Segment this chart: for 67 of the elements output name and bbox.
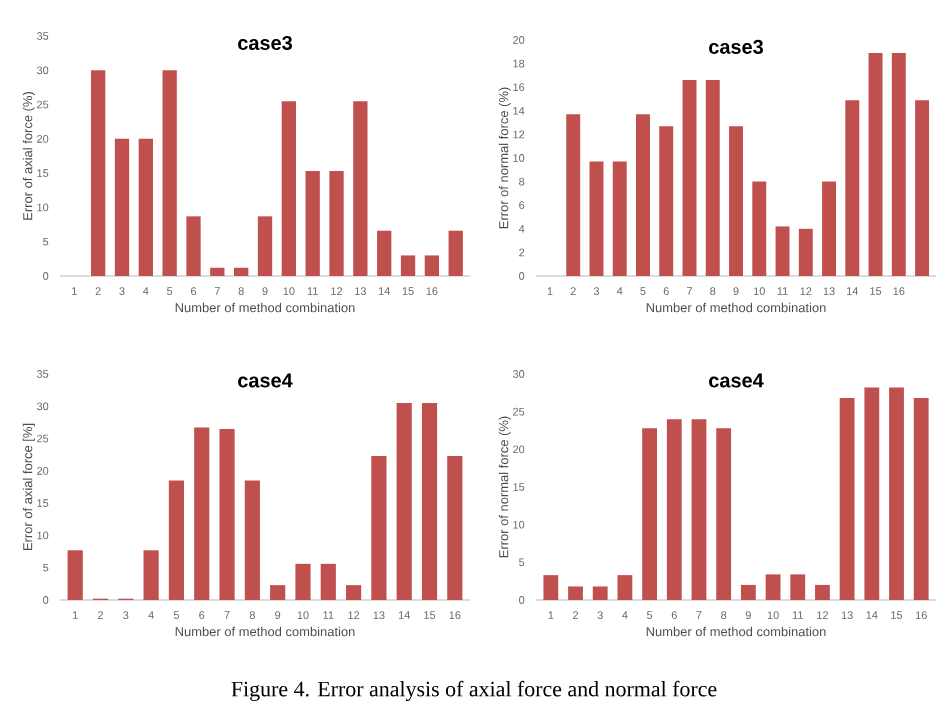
bar <box>790 574 806 600</box>
bar <box>716 428 732 600</box>
bar <box>659 126 674 276</box>
bar <box>612 161 627 276</box>
bar <box>281 101 296 276</box>
bar <box>868 52 883 276</box>
bar <box>592 586 608 600</box>
bar <box>346 585 362 600</box>
bar <box>636 114 650 276</box>
bar <box>691 419 707 600</box>
bar <box>244 480 260 600</box>
bar <box>320 563 336 600</box>
bar <box>447 456 463 600</box>
bar <box>186 216 201 276</box>
bar <box>219 428 235 600</box>
chart-title: case4 <box>709 373 764 388</box>
bar <box>589 161 604 276</box>
bar <box>194 427 210 600</box>
bar <box>448 230 463 276</box>
bar <box>642 428 657 600</box>
bar <box>915 100 930 276</box>
bar <box>815 584 830 600</box>
chart-title: case3 <box>238 35 292 51</box>
bar <box>329 171 344 276</box>
bar <box>424 255 440 276</box>
bar <box>617 575 633 600</box>
bar <box>891 52 906 276</box>
bar <box>705 80 720 276</box>
bar <box>295 563 311 600</box>
bar <box>798 228 813 276</box>
bar <box>396 403 412 600</box>
bar <box>913 398 929 600</box>
bar <box>740 584 756 600</box>
bar <box>889 387 904 600</box>
bar <box>168 480 185 600</box>
bar <box>666 419 682 600</box>
caption: Figure 4. Error analysis of axial force and normal force <box>231 680 717 701</box>
bar <box>91 70 106 276</box>
bar <box>775 226 790 276</box>
bar <box>729 126 743 276</box>
bar <box>568 586 583 600</box>
bar <box>421 403 438 600</box>
bar <box>371 456 387 600</box>
bar <box>566 114 581 276</box>
bar <box>114 138 130 276</box>
bar <box>839 398 855 600</box>
bar <box>67 550 83 600</box>
bar <box>543 575 559 600</box>
bar <box>845 100 860 276</box>
bar <box>765 574 781 600</box>
bar <box>305 171 320 276</box>
bar <box>752 181 767 276</box>
bar <box>864 387 880 600</box>
bar <box>234 267 249 276</box>
bar <box>377 230 392 276</box>
bar <box>270 585 286 600</box>
chart-title: case3 <box>709 39 763 54</box>
bar <box>138 138 153 276</box>
chart-title: case4 <box>238 373 293 388</box>
bar <box>257 216 273 276</box>
bar <box>822 181 837 276</box>
bar <box>143 550 159 600</box>
bar <box>210 267 225 276</box>
bar <box>162 70 177 276</box>
bar <box>400 255 416 276</box>
bar <box>682 80 697 276</box>
bar <box>353 101 368 276</box>
